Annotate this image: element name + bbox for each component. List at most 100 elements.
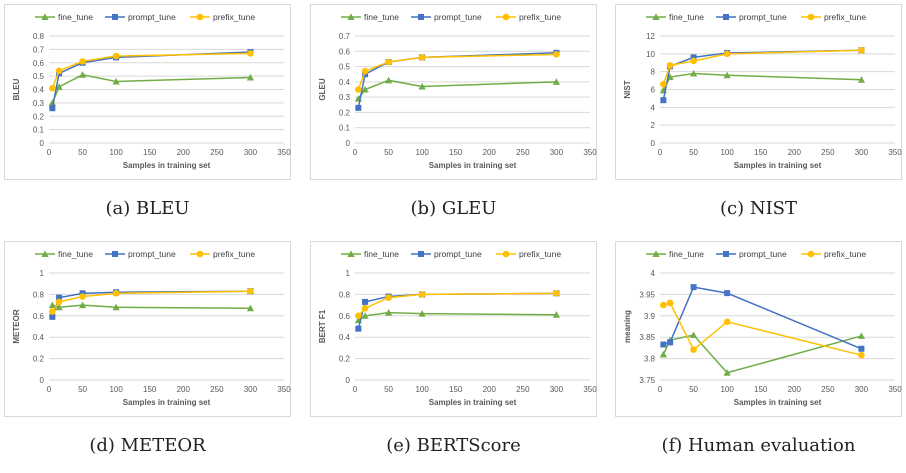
- y-tick-label: 0.8: [33, 290, 45, 299]
- data-point-fine_tune: [361, 85, 369, 93]
- x-tick-label: 50: [384, 148, 393, 157]
- x-tick-label: 0: [47, 148, 52, 157]
- data-point-fine_tune: [55, 83, 63, 90]
- y-axis-title: NIST: [623, 80, 632, 98]
- data-point-fine_tune: [689, 69, 698, 77]
- legend-marker: [807, 13, 815, 21]
- y-tick-label: 0.1: [33, 126, 45, 135]
- data-point-prefix_tune: [666, 299, 674, 307]
- data-point-fine_tune: [723, 71, 731, 79]
- line-chart: 0 0.2 0.4 0.6 0.8 1 0 50 100 150 200 250 300 350 Sampl…: [310, 241, 597, 417]
- line-chart: 3.75 3.8 3.85 3.9 3.95 4 0 50 100 150 200 250 300 350…: [615, 241, 902, 417]
- x-tick-label: 150: [449, 148, 463, 157]
- legend-label: prefix_tune: [519, 12, 561, 22]
- y-tick-label: 0: [40, 139, 45, 148]
- x-tick-label: 150: [754, 148, 768, 157]
- x-tick-label: 200: [788, 385, 802, 394]
- legend-marker: [347, 250, 355, 257]
- x-tick-label: 350: [888, 385, 902, 394]
- y-tick-label: 4: [651, 269, 656, 278]
- x-axis-title: Samples in training set: [123, 398, 211, 407]
- y-tick-label: 0.8: [33, 32, 45, 41]
- data-point-prefix_tune: [247, 50, 254, 57]
- data-point-prompt_tune: [690, 284, 697, 291]
- data-point-fine_tune: [112, 303, 120, 311]
- data-point-prefix_tune: [418, 291, 426, 298]
- chart-frame: [4, 241, 291, 417]
- chart-panel: 3.75 3.8 3.85 3.9 3.95 4 0 50 100 150 200 250 300 350…: [615, 241, 902, 473]
- x-tick-label: 50: [689, 148, 698, 157]
- data-point-prefix_tune: [690, 346, 697, 353]
- chart-caption: (d) METEOR: [89, 435, 206, 456]
- x-tick-label: 200: [177, 385, 191, 394]
- data-point-prefix_tune: [666, 62, 674, 69]
- x-tick-label: 350: [583, 148, 597, 157]
- line-chart: 0 0.1 0.2 0.3 0.4 0.5 0.6 0.7 0 50 100 150 200 250 300…: [310, 4, 597, 180]
- y-tick-label: 8: [651, 68, 656, 77]
- y-tick-label: 0.5: [339, 63, 351, 72]
- data-point-fine_tune: [659, 350, 667, 358]
- x-tick-label: 350: [583, 385, 597, 394]
- legend-marker: [502, 13, 510, 21]
- legend-marker: [807, 250, 815, 258]
- x-tick-label: 50: [384, 385, 393, 394]
- legend-label: fine_tune: [669, 249, 704, 259]
- x-tick-label: 150: [143, 148, 157, 157]
- y-tick-label: 12: [646, 32, 655, 41]
- data-point-prefix_tune: [553, 51, 560, 58]
- y-axis-title: GLEU: [318, 78, 327, 100]
- data-point-prompt_tune: [660, 97, 667, 104]
- data-point-fine_tune: [246, 73, 255, 81]
- data-point-prefix_tune: [112, 290, 120, 297]
- legend-label: prefix_tune: [824, 249, 866, 259]
- data-point-fine_tune: [857, 332, 866, 339]
- x-axis-title: Samples in training set: [123, 161, 211, 170]
- x-tick-label: 200: [788, 148, 802, 157]
- y-tick-label: 0.6: [339, 312, 351, 321]
- data-point-prefix_tune: [355, 86, 362, 93]
- y-tick-label: 0.7: [339, 32, 351, 41]
- x-tick-label: 300: [855, 148, 869, 157]
- data-point-prefix_tune: [858, 351, 865, 359]
- data-point-fine_tune: [552, 311, 561, 318]
- legend-label: prompt_tune: [739, 249, 787, 259]
- x-tick-label: 200: [483, 385, 497, 394]
- chart-panel: 0 2 4 6 8 10 12 0 50 100 150 200 250 300 350 Samples in…: [615, 4, 902, 236]
- y-tick-label: 0.2: [339, 108, 351, 117]
- data-point-prefix_tune: [79, 58, 86, 65]
- data-point-fine_tune: [246, 304, 255, 312]
- data-point-prefix_tune: [49, 308, 56, 315]
- chart-caption: (b) GLEU: [410, 198, 497, 219]
- data-point-prompt_tune: [49, 105, 56, 112]
- y-axis-title: meaning: [623, 310, 632, 343]
- legend-label: prompt_tune: [128, 249, 176, 259]
- legend-label: prompt_tune: [739, 12, 787, 22]
- legend-label: fine_tune: [364, 12, 399, 22]
- legend-marker: [418, 14, 424, 20]
- legend-label: prefix_tune: [213, 12, 255, 22]
- data-point-prefix_tune: [723, 50, 731, 58]
- x-tick-label: 300: [550, 385, 564, 394]
- y-tick-label: 0.8: [339, 290, 351, 299]
- y-tick-label: 0.6: [339, 47, 351, 56]
- y-tick-label: 0: [40, 376, 45, 385]
- x-tick-label: 50: [78, 385, 87, 394]
- y-tick-label: 0.3: [339, 93, 351, 102]
- y-axis-title: BERT F1: [318, 309, 327, 343]
- legend-marker: [723, 251, 729, 257]
- chart-frame: [4, 4, 291, 180]
- data-point-fine_tune: [78, 301, 87, 309]
- legend-label: prompt_tune: [434, 12, 482, 22]
- line-chart: 0 0.2 0.4 0.6 0.8 1 0 50 100 150 200 250 300 350 Sampl…: [4, 241, 291, 417]
- legend-label: fine_tune: [364, 249, 399, 259]
- data-point-prompt_tune: [724, 290, 731, 297]
- y-tick-label: 6: [651, 86, 656, 95]
- y-tick-label: 0.2: [33, 355, 45, 364]
- x-tick-label: 100: [720, 148, 734, 157]
- x-tick-label: 200: [483, 148, 497, 157]
- data-point-prefix_tune: [55, 67, 63, 75]
- data-point-prefix_tune: [355, 312, 362, 320]
- data-point-prefix_tune: [361, 67, 369, 75]
- data-point-prefix_tune: [361, 305, 369, 312]
- x-tick-label: 150: [449, 385, 463, 394]
